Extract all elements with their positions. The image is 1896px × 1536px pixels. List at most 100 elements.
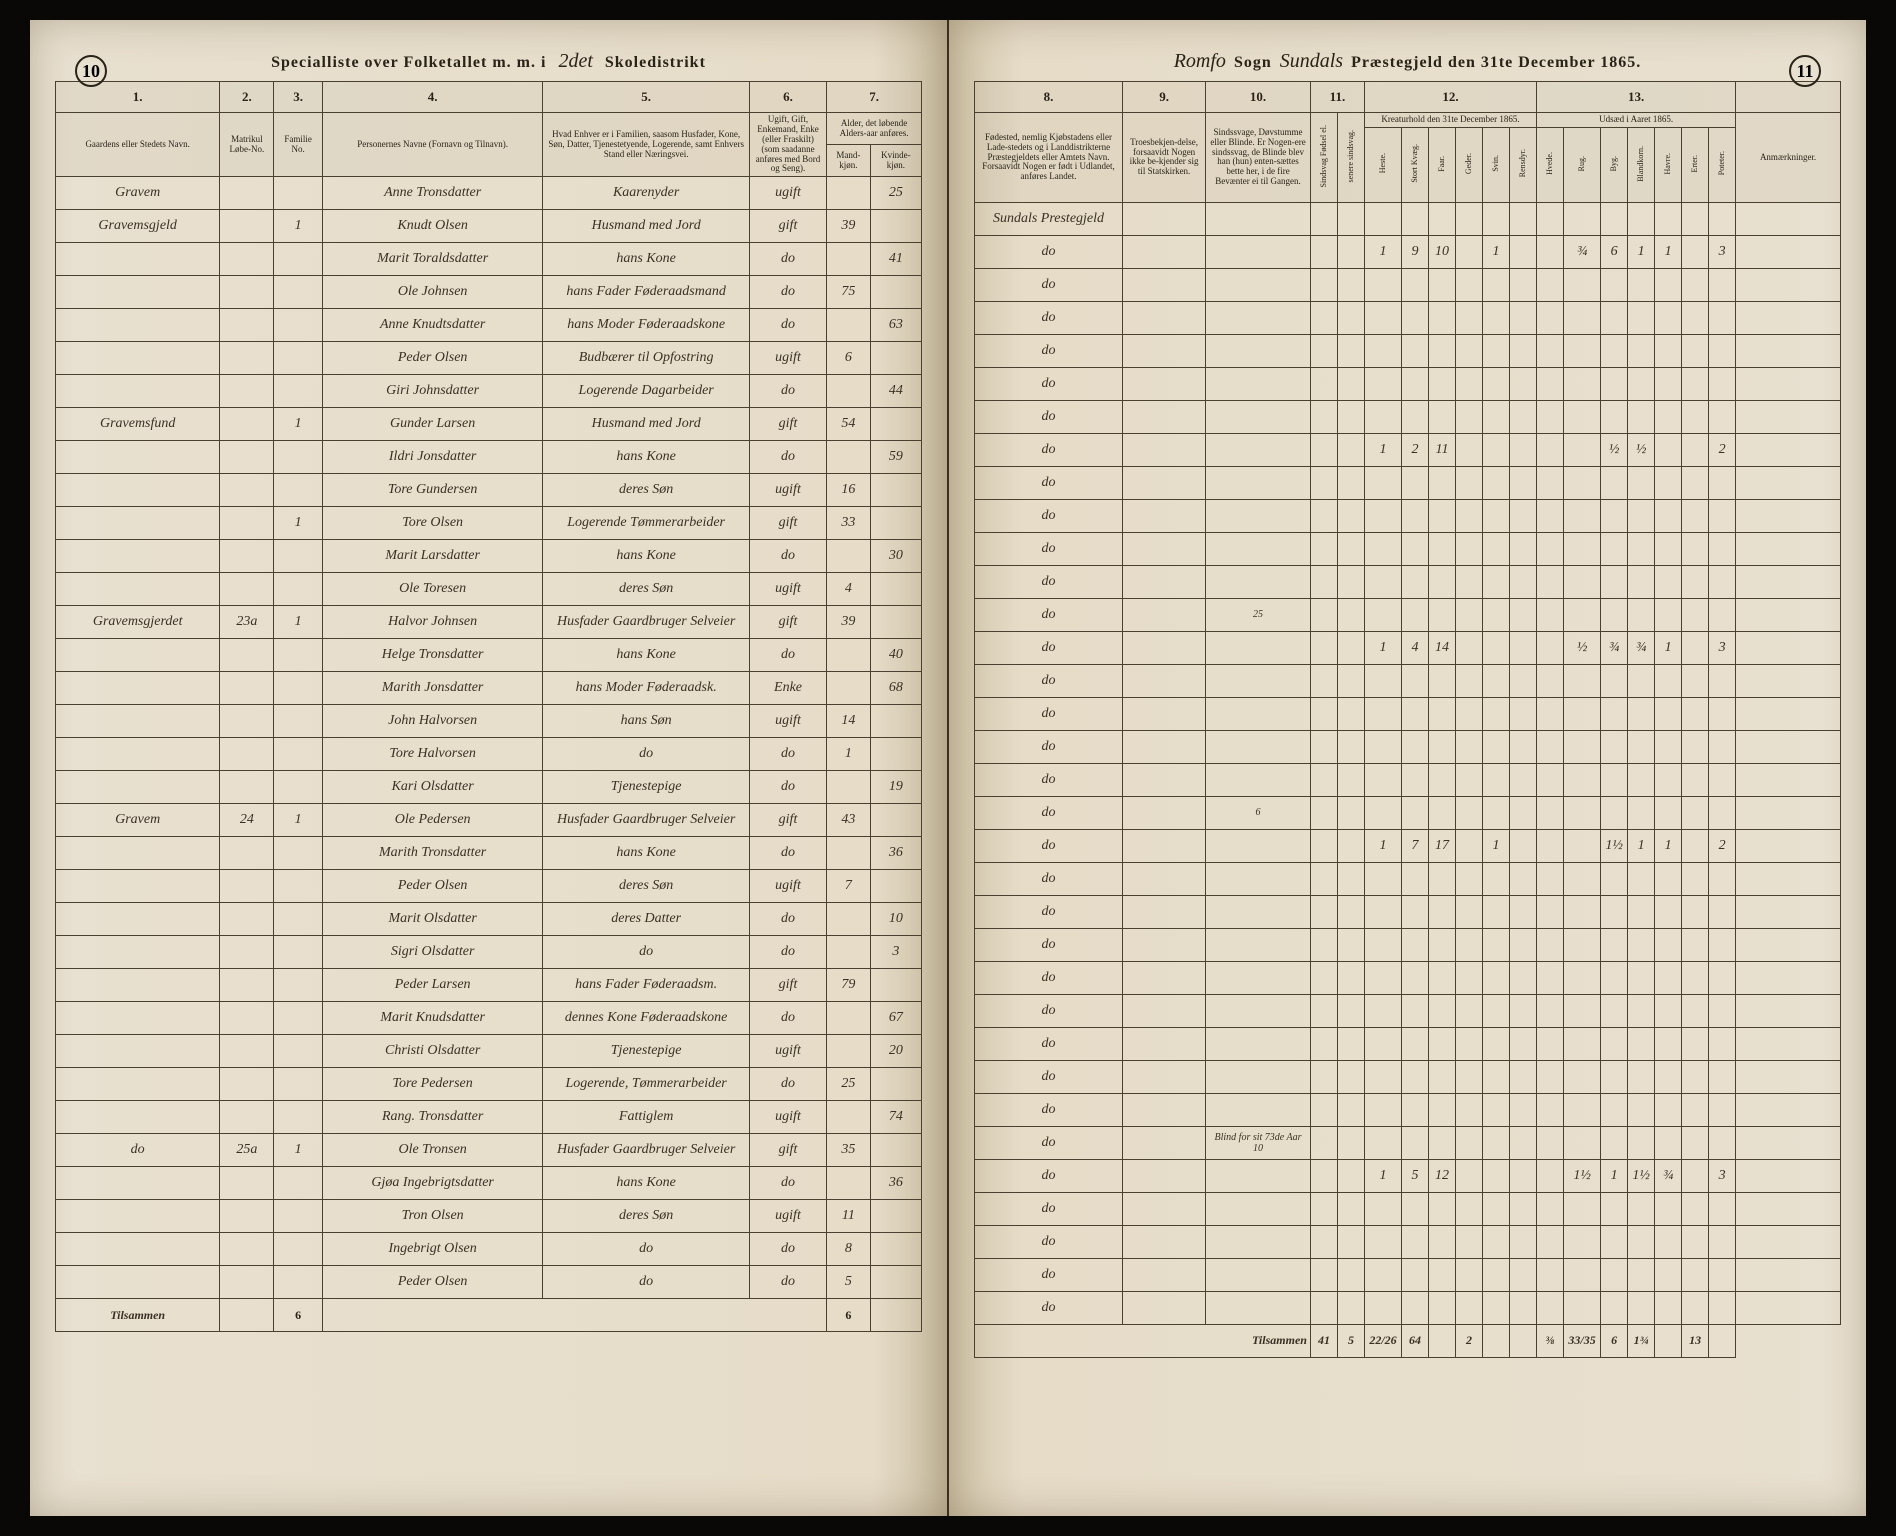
cell-crop [1709, 796, 1736, 829]
cell-stand: Husfader Gaardbruger Selveier [543, 606, 749, 639]
cell-livestock [1483, 1225, 1510, 1258]
cell-crop [1709, 1192, 1736, 1225]
census-row: Ole Johnsenhans Fader Føderaadsmanddo75 [56, 276, 922, 309]
cell-fod: do [975, 466, 1123, 499]
cell-crop [1682, 862, 1709, 895]
cell-stat: do [749, 1068, 826, 1101]
cell-note [1206, 268, 1311, 301]
cell-k [870, 606, 921, 639]
cell-note [1206, 400, 1311, 433]
cell-fod: do [975, 1225, 1123, 1258]
cell-crop [1709, 400, 1736, 433]
lbl-troes: Troesbekjen-delse, forsaavidt Nogen ikke… [1122, 113, 1205, 203]
census-row-right: do [975, 763, 1841, 796]
cell-fod: do [975, 829, 1123, 862]
cell-fod: do [975, 1027, 1123, 1060]
census-row-right: do [975, 499, 1841, 532]
col-10: 10. [1206, 82, 1311, 113]
cell-crop [1655, 1093, 1682, 1126]
cell-gaard [56, 837, 220, 870]
cell-crop [1655, 697, 1682, 730]
cell-navn: Gjøa Ingebrigtsdatter [322, 1167, 543, 1200]
cell-livestock [1364, 697, 1401, 730]
cell-fam [274, 573, 322, 606]
header-sogn-name: Romfo [1174, 50, 1226, 72]
cell-crop [1655, 664, 1682, 697]
col-6: 6. [749, 82, 826, 113]
cell-k [870, 804, 921, 837]
cell-m: 7 [827, 870, 871, 903]
cell-livestock [1456, 1291, 1483, 1324]
census-row-right: do [975, 268, 1841, 301]
cell-crop [1709, 301, 1736, 334]
cell-stand: deres Søn [543, 870, 749, 903]
cell-mat [220, 375, 274, 408]
cell-crop [1709, 532, 1736, 565]
cell-crop [1682, 1060, 1709, 1093]
page-number-left: 10 [75, 55, 107, 87]
cell-crop [1682, 1027, 1709, 1060]
cell-fod: do [975, 301, 1123, 334]
cell-crop [1628, 499, 1655, 532]
cell-stand: Tjenestepige [543, 1035, 749, 1068]
cell-note [1206, 961, 1311, 994]
cell-crop [1655, 862, 1682, 895]
cell-crop [1564, 895, 1601, 928]
cell-livestock [1402, 664, 1429, 697]
cell-crop [1601, 565, 1628, 598]
cell-mat [220, 837, 274, 870]
cell-livestock [1510, 598, 1537, 631]
cell-livestock [1364, 961, 1401, 994]
cell-fam [274, 1266, 322, 1299]
cell-crop [1709, 268, 1736, 301]
cell-livestock [1456, 796, 1483, 829]
livestock-col: Stort Kvæg. [1402, 127, 1429, 202]
cell-crop [1682, 334, 1709, 367]
cell-crop: ¾ [1655, 1159, 1682, 1192]
cell-livestock [1456, 994, 1483, 1027]
cell-livestock [1483, 664, 1510, 697]
cell-fod: do [975, 268, 1123, 301]
cell-crop: 3 [1709, 631, 1736, 664]
cell-stand: do [543, 1233, 749, 1266]
cell-crop [1564, 1093, 1601, 1126]
cell-crop [1628, 202, 1655, 235]
cell-livestock [1429, 1126, 1456, 1159]
cell-livestock [1402, 862, 1429, 895]
census-row-right: do [975, 301, 1841, 334]
cell-livestock [1510, 961, 1537, 994]
cell-note: 6 [1206, 796, 1311, 829]
census-row: Marith Tronsdatterhans Konedo36 [56, 837, 922, 870]
cell-crop [1601, 1225, 1628, 1258]
cell-gaard [56, 375, 220, 408]
cell-fam [274, 540, 322, 573]
cell-m: 79 [827, 969, 871, 1002]
census-row: Peder Olsenderes Sønugift7 [56, 870, 922, 903]
cell-crop [1564, 829, 1601, 862]
cell-livestock [1510, 1027, 1537, 1060]
cell-crop [1537, 433, 1564, 466]
cell-mat [220, 738, 274, 771]
cell-crop [1682, 499, 1709, 532]
cell-livestock [1510, 1093, 1537, 1126]
census-row-right: do1414½¾¾13 [975, 631, 1841, 664]
cell-crop [1564, 994, 1601, 1027]
cell-crop [1601, 466, 1628, 499]
cell-gaard [56, 474, 220, 507]
crop-col: Havre. [1655, 127, 1682, 202]
cell-livestock [1510, 301, 1537, 334]
cell-stand: Logerende Dagarbeider [543, 375, 749, 408]
cell-k [870, 1134, 921, 1167]
cell-crop [1601, 895, 1628, 928]
cell-k [870, 705, 921, 738]
cell-navn: Tore Gundersen [322, 474, 543, 507]
cell-k [870, 870, 921, 903]
cell-crop [1682, 1126, 1709, 1159]
livestock-col: Svin. [1483, 127, 1510, 202]
cell-k: 3 [870, 936, 921, 969]
census-row: Gjøa Ingebrigtsdatterhans Konedo36 [56, 1167, 922, 1200]
cell-livestock [1456, 598, 1483, 631]
cell-crop [1655, 730, 1682, 763]
cell-crop [1655, 301, 1682, 334]
cell-livestock [1483, 499, 1510, 532]
